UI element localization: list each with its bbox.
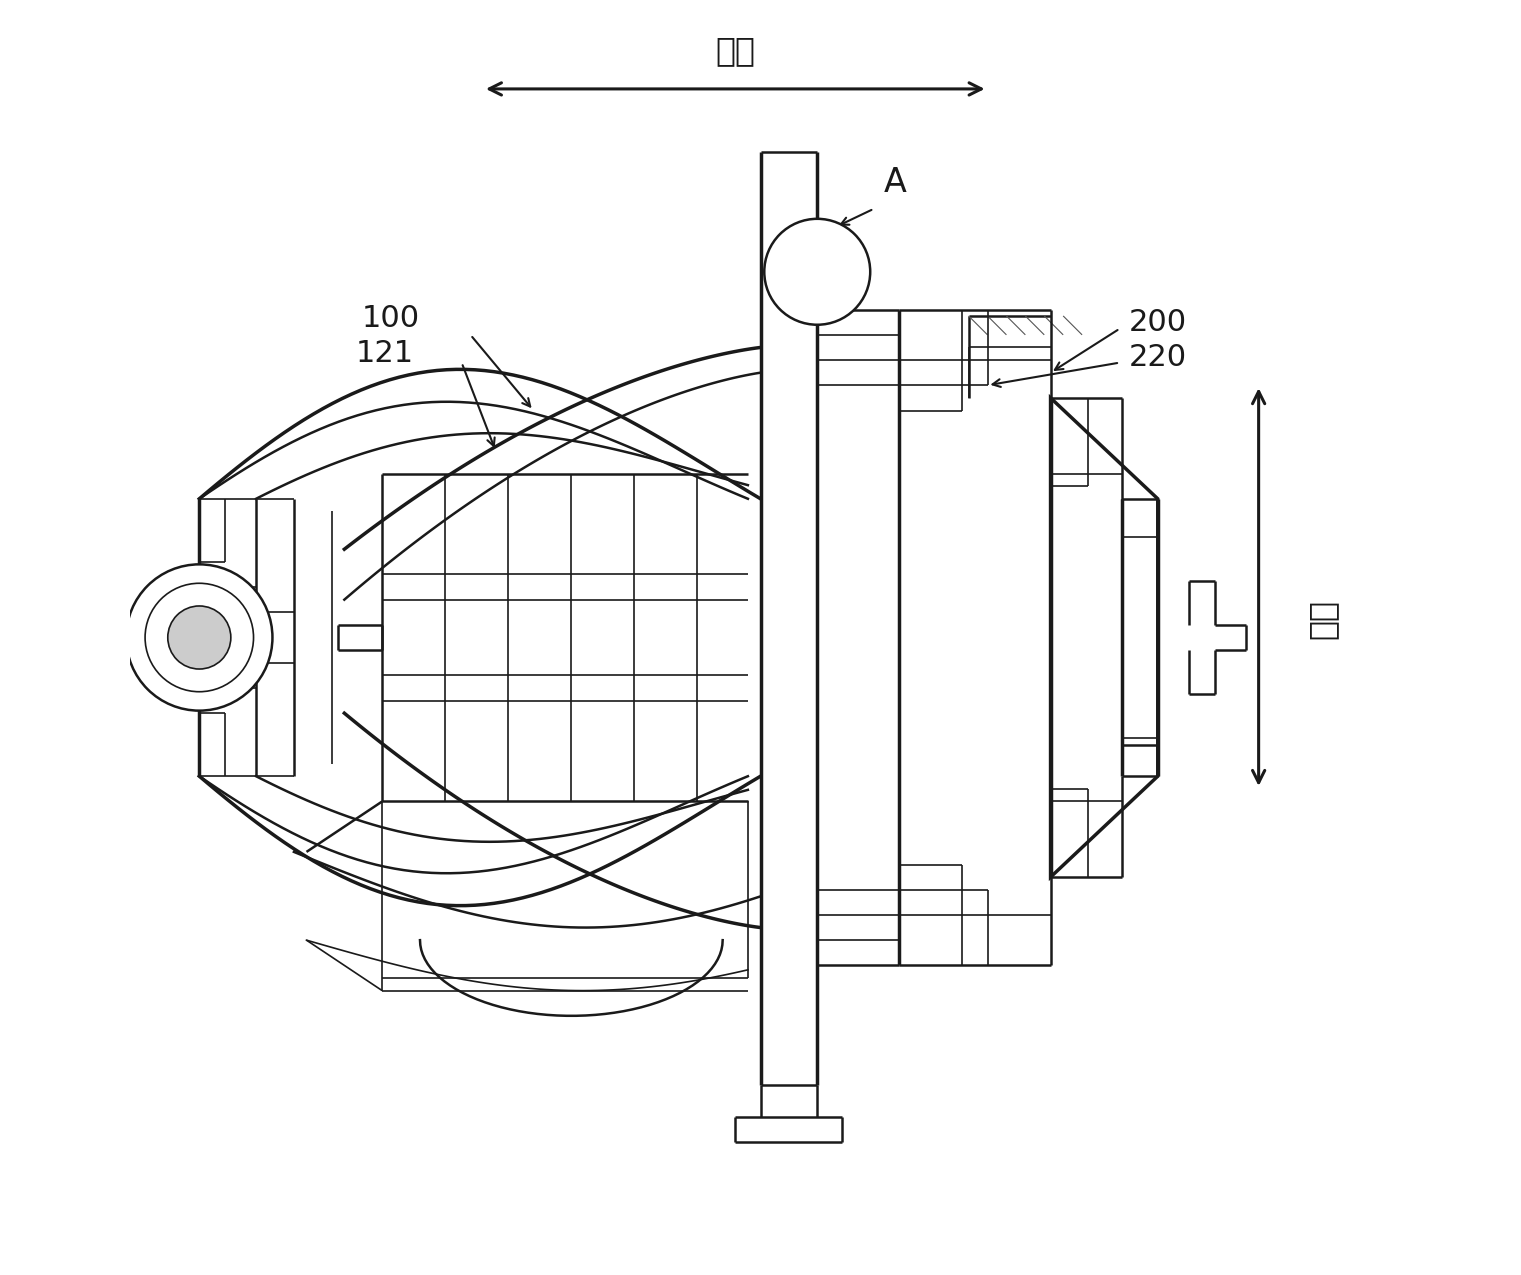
Text: 220: 220 <box>1129 343 1186 372</box>
Circle shape <box>764 219 870 325</box>
Text: 200: 200 <box>1129 307 1186 337</box>
Circle shape <box>144 583 254 692</box>
Circle shape <box>167 606 231 669</box>
Text: 121: 121 <box>356 339 414 368</box>
Polygon shape <box>181 586 199 688</box>
Circle shape <box>126 565 272 710</box>
Text: 轴向: 轴向 <box>715 34 756 68</box>
Text: A: A <box>884 166 907 199</box>
Text: 径向: 径向 <box>1305 598 1338 639</box>
Text: 100: 100 <box>362 303 420 333</box>
